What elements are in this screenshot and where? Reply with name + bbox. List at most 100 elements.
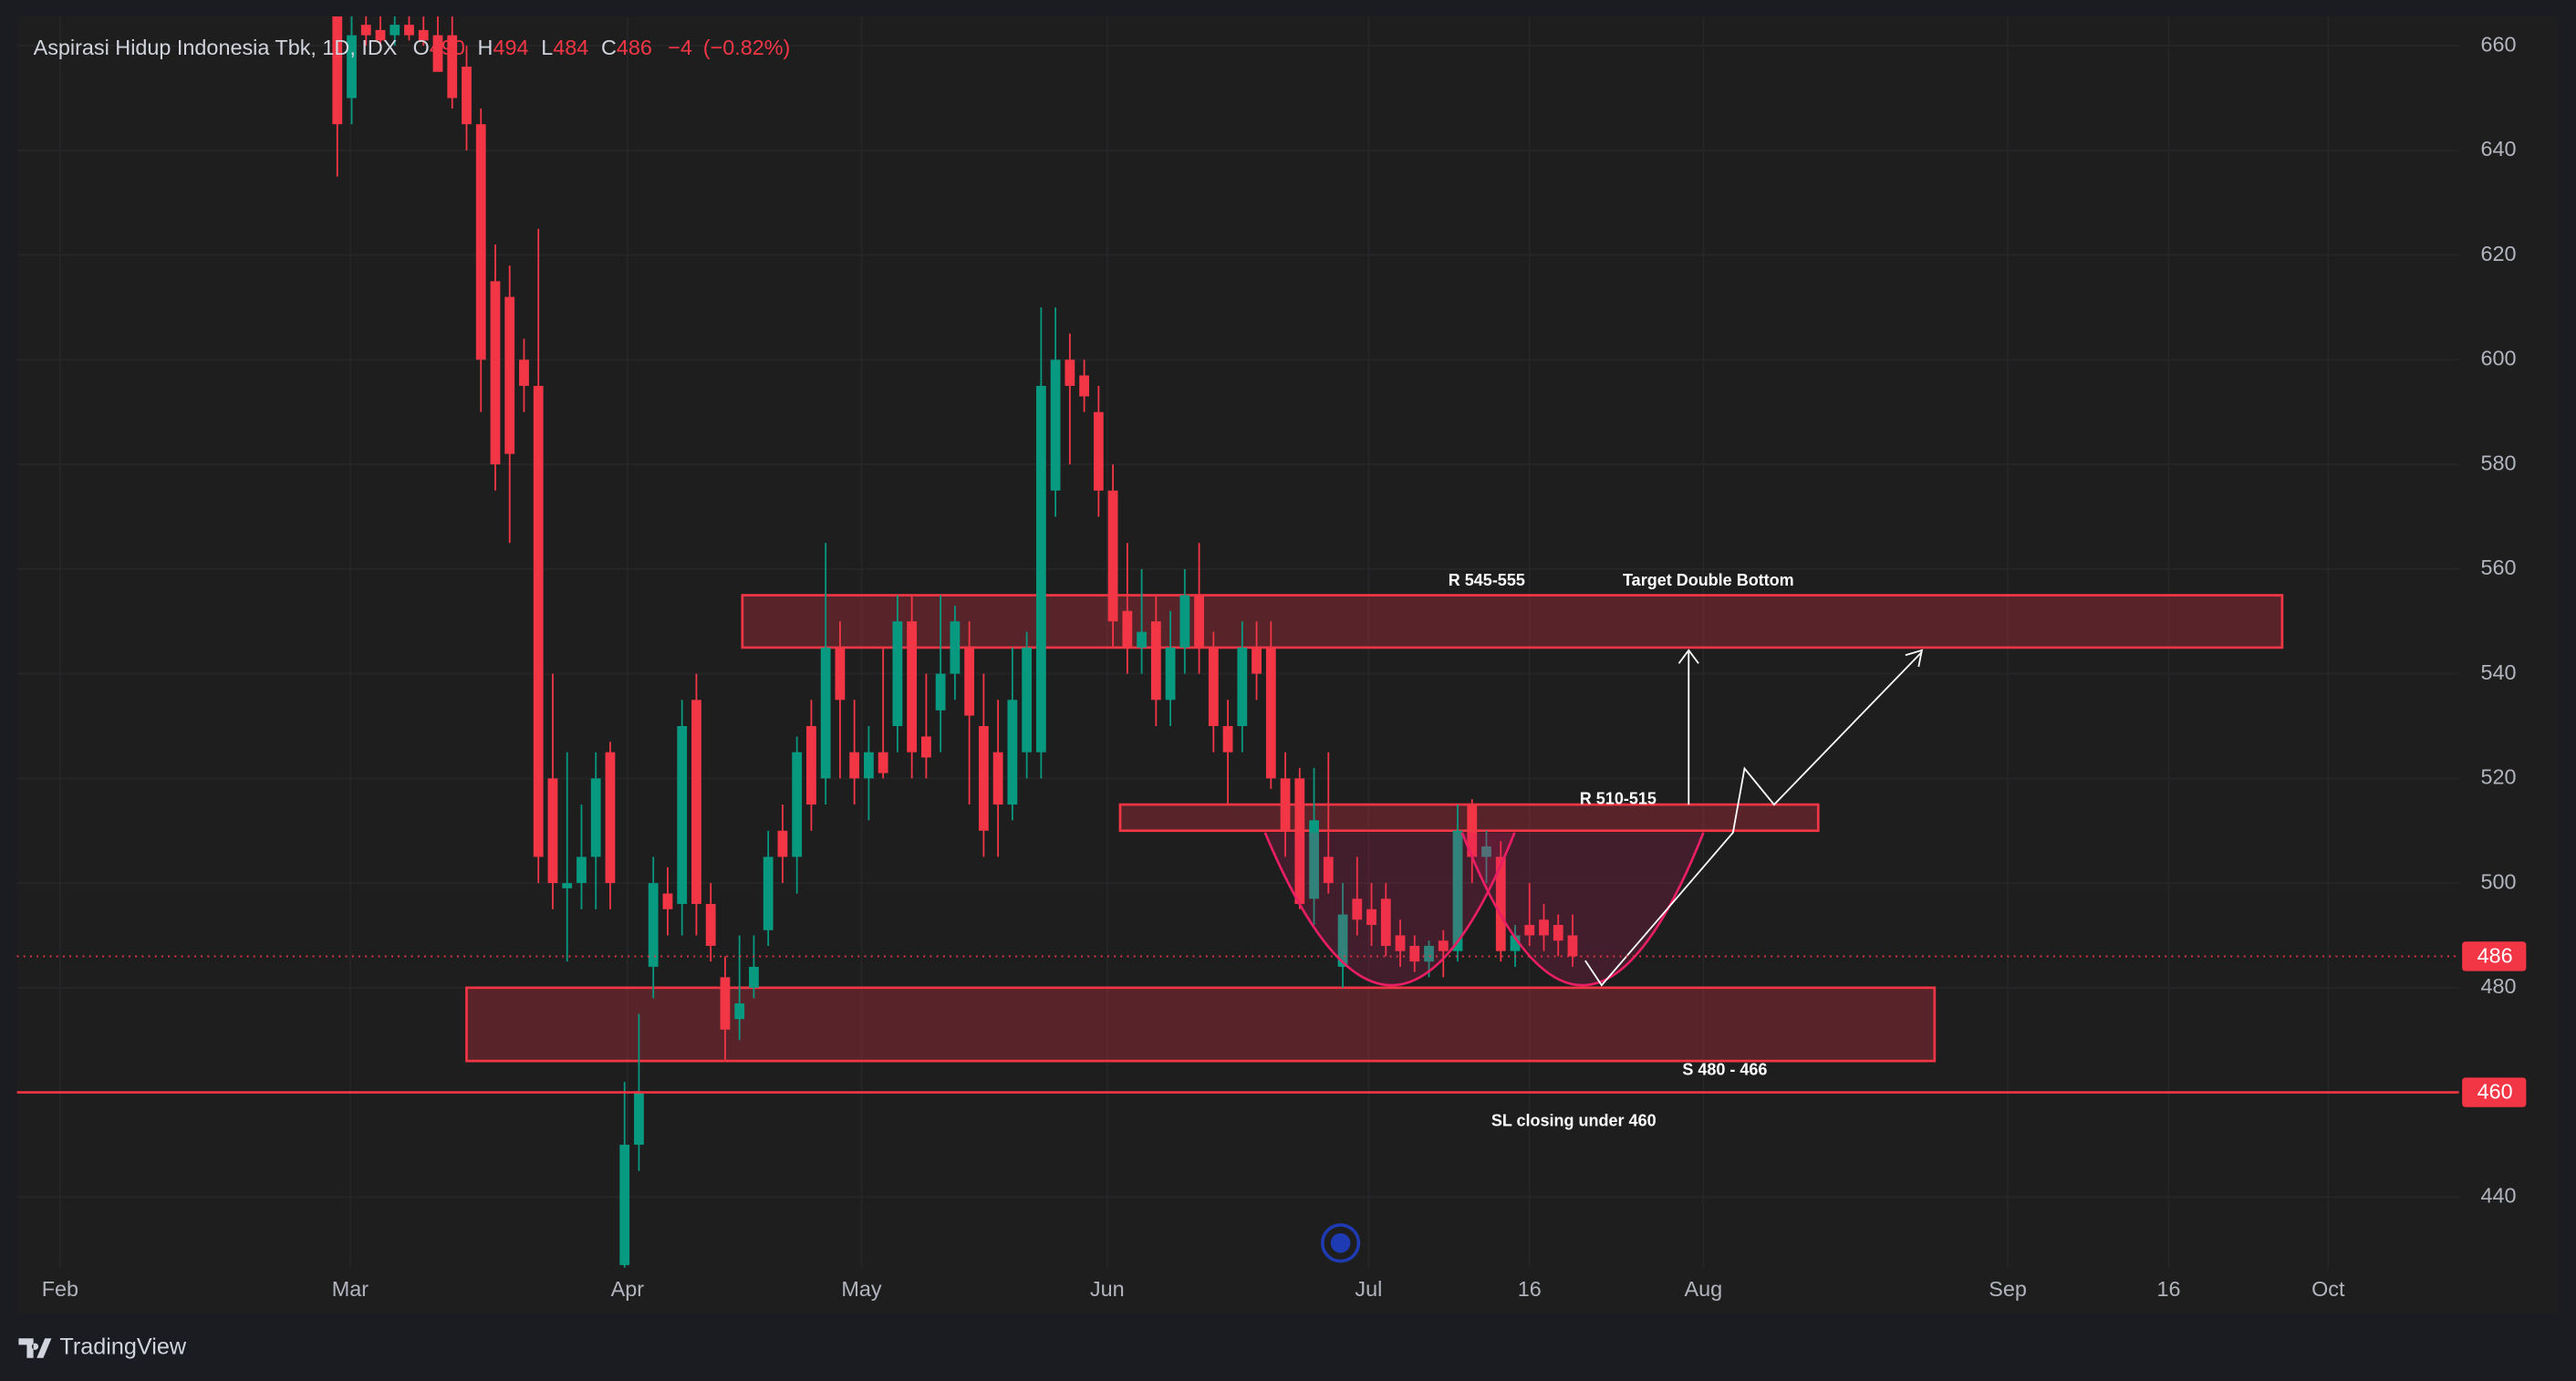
- candle-body: [1222, 725, 1233, 753]
- candle-body: [347, 35, 357, 99]
- legend-prefix: L: [541, 36, 553, 59]
- candle-body: [447, 35, 458, 99]
- brand-logo: [18, 1338, 52, 1358]
- legend-value: 484: [553, 36, 588, 59]
- y-tick-label: 660: [2481, 32, 2517, 56]
- candle-body: [1165, 647, 1176, 701]
- candle-body: [562, 883, 573, 888]
- legend-prefix: H: [478, 36, 493, 59]
- candle-body: [1208, 647, 1219, 726]
- candle-body: [1539, 919, 1549, 936]
- candle-body: [1366, 909, 1376, 925]
- y-tick-label: 440: [2481, 1184, 2517, 1208]
- candle-body: [935, 673, 946, 711]
- candle-body: [1567, 935, 1578, 957]
- candle-body: [1309, 820, 1319, 899]
- candle-body: [332, 16, 343, 125]
- x-tick-label: Sep: [1989, 1277, 2027, 1301]
- candle-body: [1424, 945, 1434, 962]
- candle-body: [720, 977, 731, 1030]
- candle-body: [1252, 647, 1262, 674]
- candle-body: [1323, 857, 1334, 884]
- candle-body: [964, 647, 975, 716]
- candle-body: [734, 1003, 745, 1020]
- candle-body: [662, 893, 673, 909]
- price-label-box: [2462, 1077, 2527, 1107]
- candle-body: [1093, 411, 1104, 491]
- candle-body: [691, 700, 701, 905]
- brand-name: TradingView: [59, 1334, 186, 1360]
- price-label: 460: [2477, 1080, 2513, 1104]
- legend-value: 494: [493, 36, 528, 59]
- x-tick-label: 16: [1518, 1277, 1542, 1301]
- projection-path: [1584, 651, 1923, 987]
- x-tick-label: Jul: [1355, 1277, 1382, 1301]
- price-label: 486: [2477, 944, 2513, 968]
- x-tick-label: May: [841, 1277, 881, 1301]
- candle-body: [605, 752, 616, 884]
- y-tick-label: 580: [2481, 451, 2517, 474]
- symbol: Aspirasi Hidup Indonesia Tbk, 1D, IDX: [34, 36, 398, 59]
- legend-prefix: C: [601, 36, 617, 59]
- candle-body: [705, 904, 716, 946]
- candle-body: [576, 857, 587, 884]
- x-tick-label: Oct: [2311, 1277, 2345, 1301]
- candle-body: [677, 725, 688, 905]
- candle-body: [432, 35, 443, 72]
- candle-body: [1035, 386, 1046, 753]
- plot-background: [16, 16, 2560, 1314]
- candle-body: [1495, 857, 1506, 951]
- candle-body: [1510, 935, 1521, 951]
- y-tick-label: 540: [2481, 660, 2517, 684]
- candle-body: [533, 386, 544, 857]
- candle-body: [1065, 359, 1075, 387]
- candle-body: [1237, 647, 1248, 726]
- candle-body: [920, 736, 931, 758]
- candle-body: [806, 725, 816, 805]
- candle-body: [619, 1144, 630, 1265]
- annotation: SL closing under 460: [1491, 1111, 1657, 1129]
- price-label-box: [2462, 941, 2527, 971]
- candle-body: [1022, 647, 1033, 753]
- arrow-head: [1905, 649, 1924, 668]
- x-tick-label: Feb: [42, 1277, 78, 1301]
- candle-body: [1553, 924, 1563, 941]
- candle-body: [978, 725, 989, 831]
- x-tick-label: Jun: [1090, 1277, 1125, 1301]
- candle-body: [892, 621, 903, 726]
- cup-left: [1263, 832, 1516, 987]
- y-tick-label: 500: [2481, 869, 2517, 893]
- candle-body: [547, 778, 558, 884]
- candle-body: [849, 752, 860, 779]
- legend-change: −4: [668, 36, 692, 59]
- y-tick-label: 560: [2481, 556, 2517, 579]
- zone: [465, 986, 1937, 1063]
- annotation: S 480 - 466: [1682, 1061, 1767, 1079]
- legend-change-pct: (−0.82%): [703, 36, 791, 59]
- candle-body: [1380, 898, 1391, 946]
- candle-body: [475, 124, 486, 360]
- legend-value: 490: [430, 36, 465, 59]
- event-icon[interactable]: [1321, 1223, 1361, 1263]
- legend-value: 486: [617, 36, 652, 59]
- candle-body: [1481, 846, 1491, 857]
- candle-body: [863, 752, 874, 779]
- candle-body: [1079, 375, 1090, 397]
- candle-body: [1122, 610, 1133, 648]
- y-tick-label: 640: [2481, 137, 2517, 161]
- candle-body: [462, 67, 472, 125]
- candle-body: [519, 359, 529, 387]
- candle-body: [1438, 940, 1449, 951]
- candle-body: [749, 966, 759, 988]
- x-tick-label: Mar: [332, 1277, 369, 1301]
- candle-body: [992, 752, 1003, 805]
- candle-body: [792, 752, 803, 857]
- candle-body: [1179, 595, 1190, 648]
- candle-body: [1194, 595, 1204, 648]
- price-lines: 486 460: [16, 941, 2527, 1107]
- y-tick-label: 480: [2481, 974, 2517, 998]
- legend: Aspirasi Hidup Indonesia Tbk, 1D, IDX O4…: [34, 36, 791, 59]
- x-tick-label: Apr: [611, 1277, 645, 1301]
- annotation: R 545-555: [1449, 571, 1525, 589]
